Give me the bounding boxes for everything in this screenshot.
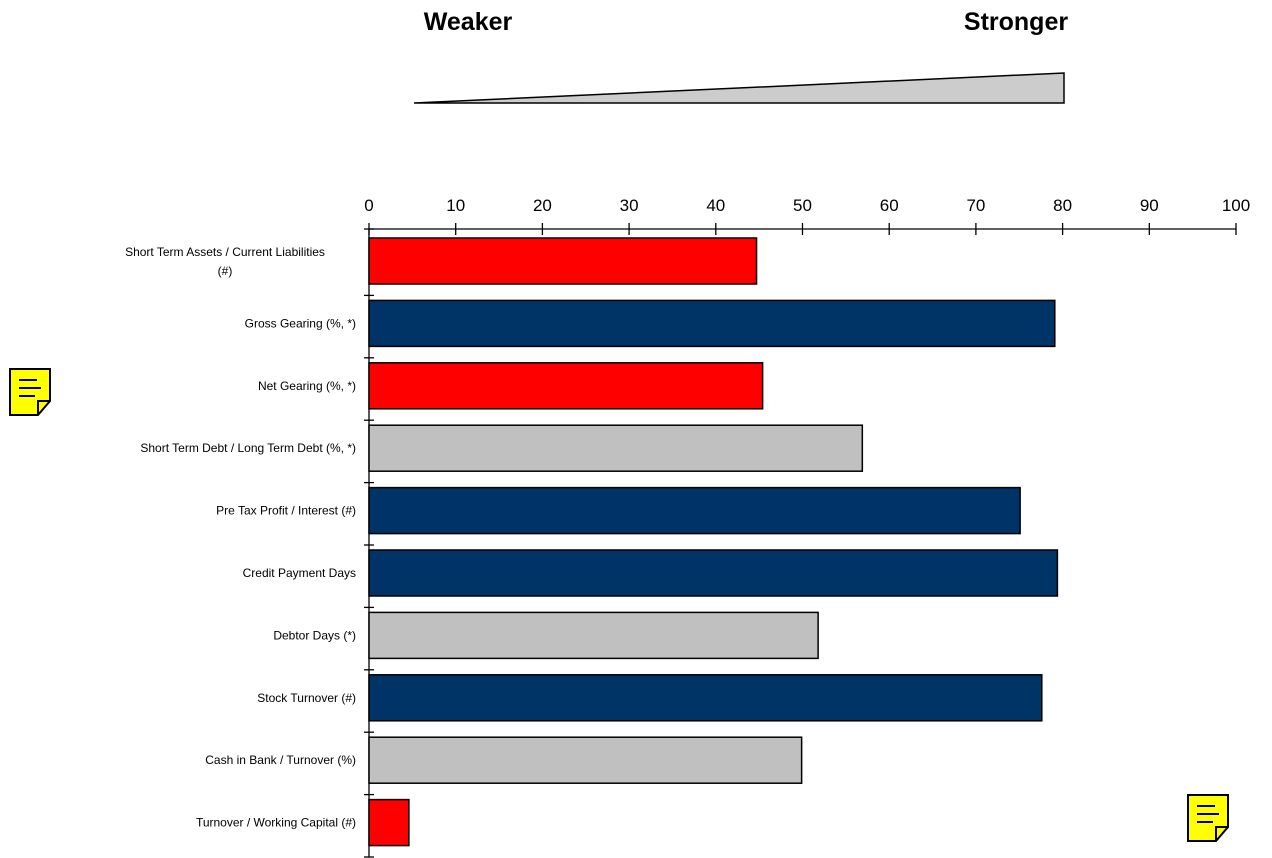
bar	[368, 486, 1021, 535]
bars	[368, 237, 1059, 847]
category-label: Gross Gearing (%, *)	[245, 316, 356, 330]
x-tick-label: 60	[880, 196, 899, 215]
bar	[368, 424, 864, 472]
category-label: Credit Payment Days	[243, 566, 356, 580]
stronger-label: Stronger	[964, 8, 1068, 36]
x-tick-label: 50	[793, 196, 812, 215]
bar	[368, 237, 758, 285]
x-tick-label: 80	[1053, 196, 1072, 215]
category-label: Debtor Days (*)	[273, 628, 356, 642]
x-tick-label: 10	[446, 196, 465, 215]
category-labels: Short Term Assets / Current Liabilities (…	[125, 245, 356, 830]
strength-wedge	[413, 72, 1065, 104]
bar	[368, 549, 1059, 597]
bar	[368, 736, 803, 784]
bar	[368, 362, 764, 410]
note-icon[interactable]	[1187, 794, 1229, 842]
weaker-label: Weaker	[424, 8, 513, 36]
x-axis: 0 10 20 30 40 50 60 70 80 90 100	[364, 196, 1250, 858]
category-label-line: Short Term Assets / Current Liabilities	[125, 245, 325, 259]
category-label: Net Gearing (%, *)	[258, 379, 356, 393]
category-label: Short Term Assets / Current Liabilities (…	[125, 245, 325, 278]
x-tick-label: 100	[1222, 196, 1250, 215]
note-icon[interactable]	[9, 368, 51, 416]
bar	[368, 611, 819, 660]
x-tick-label: 40	[706, 196, 725, 215]
x-tick-label: 0	[364, 196, 373, 215]
x-tick-label: 20	[533, 196, 552, 215]
category-label: Turnover / Working Capital (#)	[196, 816, 356, 830]
x-tick-label: 30	[620, 196, 639, 215]
category-label: Cash in Bank / Turnover (%)	[205, 753, 356, 767]
x-tick-label: 70	[966, 196, 985, 215]
x-tick-label: 90	[1140, 196, 1159, 215]
category-label-line: (#)	[218, 264, 233, 278]
bar	[368, 674, 1043, 722]
bar	[368, 798, 410, 847]
bar	[368, 299, 1056, 348]
category-label: Pre Tax Profit / Interest (#)	[216, 504, 356, 518]
category-label: Stock Turnover (#)	[257, 691, 356, 705]
category-label: Short Term Debt / Long Term Debt (%, *)	[140, 441, 356, 455]
